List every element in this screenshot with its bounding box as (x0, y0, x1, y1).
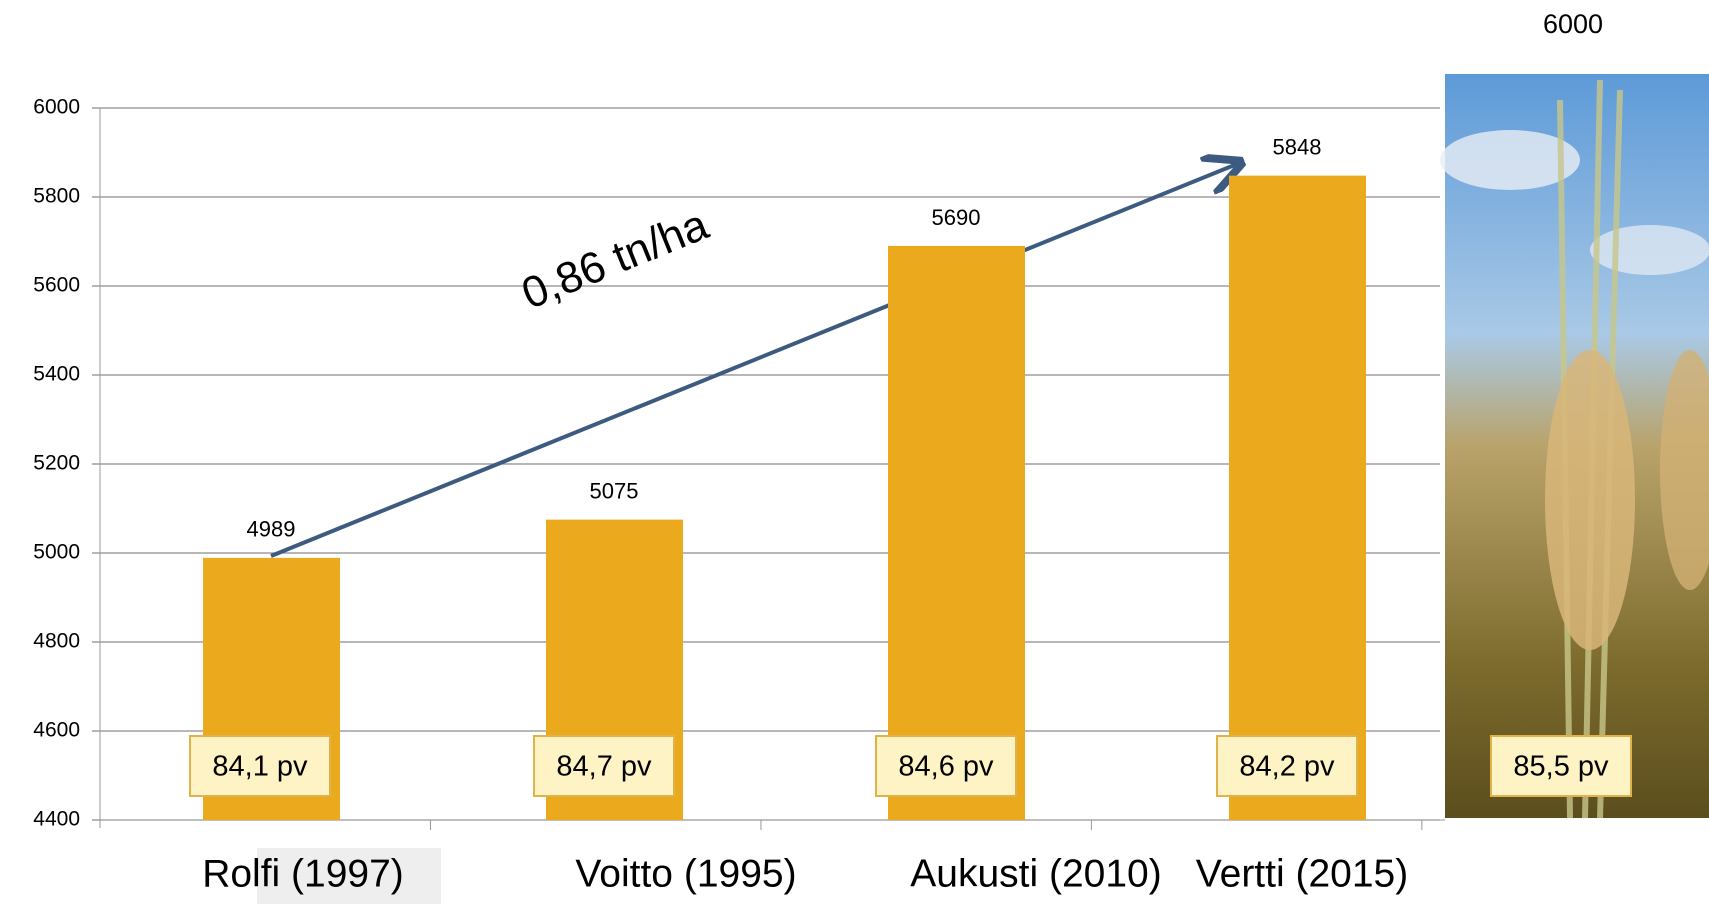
y-tick-label: 5600 (33, 274, 80, 297)
y-tick-label: 4400 (33, 808, 80, 831)
y-tick-label: 5800 (33, 185, 80, 208)
chart: 0,86 tn/ha 6000 4400 4600 4800 5000 5200 5400… (0, 0, 1709, 904)
value-label: 5848 (1273, 134, 1322, 159)
day-label: 84,2 pv (1239, 751, 1335, 783)
value-label: 5690 (932, 205, 981, 230)
x-tick-label: Rolfi (1997) (202, 852, 404, 895)
y-tick-label: 5400 (33, 363, 80, 386)
y-tick-label: 5200 (33, 452, 80, 475)
day-label: 84,6 pv (898, 751, 994, 783)
annotation: 0,86 tn/ha (515, 200, 715, 319)
y-tick-label: 6000 (33, 96, 80, 119)
bar (1229, 176, 1366, 820)
x-tick-label: Vertti (2015) (1196, 852, 1408, 895)
y-tick-label: 5000 (33, 541, 80, 564)
day-label: 84,1 pv (212, 751, 308, 783)
bar (888, 246, 1025, 820)
day-label: 84,7 pv (556, 751, 652, 783)
value-label: 5075 (590, 478, 639, 503)
photo (1440, 74, 1709, 818)
y-tick-label: 4600 (33, 719, 80, 742)
trend-arrow (271, 164, 1237, 556)
x-tick-label: Voitto (1995) (575, 852, 796, 895)
annotation: 6000 (1543, 9, 1603, 39)
day-label: 85,5 pv (1513, 751, 1609, 783)
x-tick-label: Aukusti (2010) (910, 852, 1161, 895)
y-tick-label: 4800 (33, 630, 80, 653)
value-label: 4989 (247, 517, 296, 542)
